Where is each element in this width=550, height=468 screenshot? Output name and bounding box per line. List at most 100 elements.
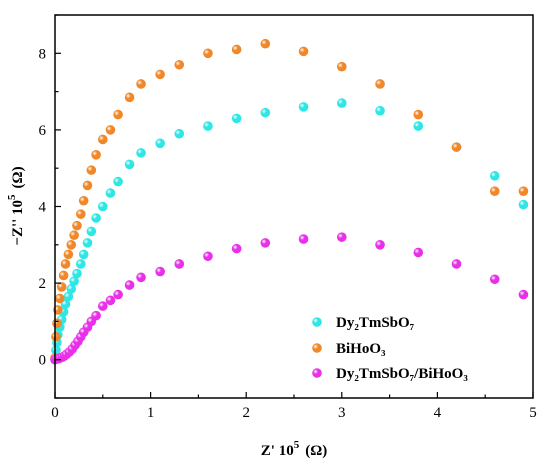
data-point-bihoo-	[98, 134, 108, 145]
data-point-dy-tmsbo-	[489, 171, 500, 181]
data-point-bihoo-	[63, 249, 74, 260]
data-point-bihoo-	[231, 44, 242, 55]
data-point-dy-tmsbo-bihoo-	[375, 240, 385, 250]
data-point-bihoo-	[51, 331, 61, 342]
data-point-dy-tmsbo-	[337, 98, 347, 108]
data-point-bihoo-	[86, 165, 97, 175]
data-point-dy-tmsbo-	[231, 113, 242, 124]
data-point-dy-tmsbo-	[76, 259, 86, 269]
data-point-dy-tmsbo-	[260, 107, 271, 118]
data-point-dy-tmsbo-	[518, 199, 529, 210]
y-tick-label: 4	[39, 200, 47, 216]
legend-marker-bihoo3	[312, 343, 322, 353]
y-axis-title: −Z'' 105(Ω)	[6, 166, 26, 245]
data-point-dy-tmsbo-bihoo-	[203, 251, 213, 262]
data-point-bihoo-	[76, 209, 86, 219]
data-point-bihoo-	[91, 149, 101, 160]
data-marks	[50, 38, 529, 365]
data-point-bihoo-	[66, 240, 77, 250]
legend-label-bihoo3: BiHoO₃	[336, 341, 386, 357]
data-point-dy-tmsbo-bihoo-	[124, 280, 135, 290]
data-point-dy-tmsbo-bihoo-	[298, 234, 309, 244]
data-point-dy-tmsbo-	[51, 345, 61, 355]
data-point-bihoo-	[518, 186, 529, 196]
data-point-bihoo-	[58, 270, 69, 281]
data-point-dy-tmsbo-bihoo-	[451, 259, 462, 269]
plot-frame	[54, 14, 534, 399]
data-point-dy-tmsbo-bihoo-	[105, 295, 116, 306]
data-point-bihoo-	[337, 61, 347, 72]
data-point-dy-tmsbo-bihoo-	[98, 301, 108, 311]
legend: Dy₂TmSbO₇ BiHoO₃ Dy₂TmSbO₇/BiHoO₃	[312, 315, 468, 382]
data-point-dy-tmsbo-bihoo-	[489, 274, 500, 285]
data-point-dy-tmsbo-	[136, 148, 146, 158]
data-point-bihoo-	[260, 38, 271, 49]
data-point-dy-tmsbo-bihoo-	[413, 247, 424, 258]
legend-marker-dy2tmsbo7	[312, 317, 322, 327]
data-point-bihoo-	[52, 318, 62, 329]
axis-ticks	[54, 14, 534, 399]
data-point-bihoo-	[56, 282, 67, 292]
data-point-dy-tmsbo-	[155, 138, 165, 149]
y-tick-label: 2	[39, 276, 47, 292]
y-tick-label: 6	[39, 123, 47, 139]
data-point-dy-tmsbo-	[375, 105, 385, 116]
data-point-dy-tmsbo-	[66, 284, 77, 294]
legend-label-composite: Dy₂TmSbO₇/BiHoO₃	[336, 366, 468, 382]
data-point-dy-tmsbo-bihoo-	[518, 289, 529, 300]
data-point-bihoo-	[174, 59, 185, 70]
data-point-dy-tmsbo-	[113, 176, 123, 187]
data-point-dy-tmsbo-bihoo-	[136, 272, 146, 283]
data-point-bihoo-	[124, 92, 135, 103]
data-point-bihoo-	[113, 109, 123, 120]
x-tick-label: 3	[338, 405, 346, 421]
data-point-dy-tmsbo-	[63, 291, 74, 302]
legend-marker-composite	[312, 368, 322, 378]
data-point-dy-tmsbo-	[174, 128, 185, 139]
data-point-bihoo-	[489, 186, 500, 196]
legend-label-dy2tmsbo7: Dy₂TmSbO₇	[336, 315, 415, 331]
data-point-dy-tmsbo-bihoo-	[231, 243, 242, 254]
data-point-bihoo-	[78, 195, 89, 206]
data-point-dy-tmsbo-	[78, 249, 89, 260]
x-tick-label: 0	[51, 405, 59, 421]
data-point-bihoo-	[413, 109, 424, 120]
data-point-bihoo-	[203, 48, 213, 59]
data-point-bihoo-	[451, 142, 462, 152]
x-tick-label: 2	[242, 405, 250, 421]
x-tick-label: 1	[147, 405, 155, 421]
data-point-dy-tmsbo-	[91, 213, 101, 223]
tick-labels: 0 1 2 3 4 5 0 2 4 6 8	[39, 46, 537, 421]
data-point-bihoo-	[82, 180, 93, 191]
data-point-bihoo-	[155, 69, 165, 80]
data-point-bihoo-	[136, 79, 146, 89]
data-point-dy-tmsbo-	[203, 121, 213, 131]
y-tick-label: 8	[39, 46, 47, 62]
data-point-dy-tmsbo-	[298, 102, 309, 112]
data-point-dy-tmsbo-bihoo-	[337, 232, 347, 242]
data-point-dy-tmsbo-	[72, 268, 82, 279]
data-point-dy-tmsbo-bihoo-	[91, 310, 101, 321]
data-point-bihoo-	[69, 230, 79, 241]
data-point-dy-tmsbo-	[82, 238, 93, 248]
data-point-dy-tmsbo-	[86, 226, 97, 237]
x-tick-label: 5	[529, 405, 537, 421]
data-point-dy-tmsbo-	[413, 121, 424, 131]
data-point-dy-tmsbo-	[105, 188, 116, 198]
data-point-dy-tmsbo-bihoo-	[155, 266, 165, 277]
data-point-dy-tmsbo-	[98, 201, 108, 212]
data-point-bihoo-	[298, 46, 309, 57]
data-point-bihoo-	[375, 79, 385, 89]
y-tick-label: 0	[39, 353, 47, 369]
data-point-dy-tmsbo-	[69, 276, 79, 286]
data-point-bihoo-	[54, 293, 65, 304]
data-point-dy-tmsbo-bihoo-	[174, 259, 185, 269]
data-point-bihoo-	[60, 259, 71, 269]
x-axis-title: Z' 105 (Ω)	[261, 439, 327, 459]
data-point-dy-tmsbo-	[124, 159, 135, 170]
data-point-bihoo-	[72, 220, 82, 231]
data-point-bihoo-	[105, 125, 116, 135]
data-point-dy-tmsbo-bihoo-	[113, 289, 123, 300]
x-tick-label: 4	[434, 405, 442, 421]
